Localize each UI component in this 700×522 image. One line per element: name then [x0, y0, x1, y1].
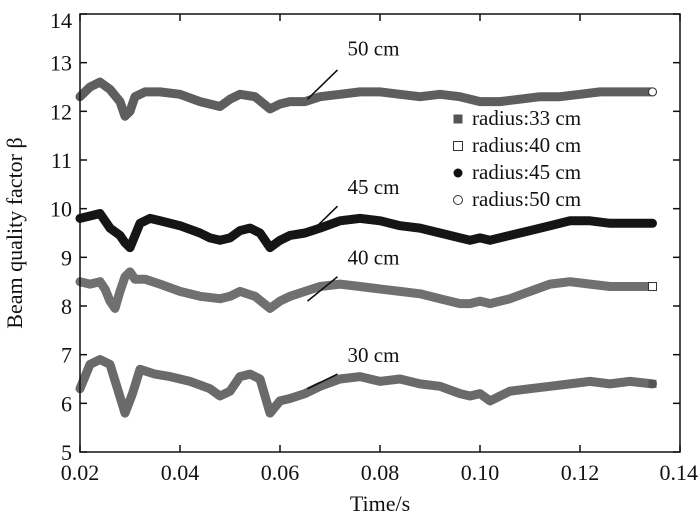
series-end-marker-2 [648, 282, 657, 292]
legend: radius:33 cm radius:40 cm radius:45 cm radi… [453, 106, 581, 211]
x-tick-label: 0.06 [261, 460, 300, 485]
annotation-label-3: 40 cm [348, 246, 400, 270]
series-end-marker-1 [648, 379, 657, 388]
x-tick-label: 0.04 [161, 460, 200, 485]
legend-label-4: radius:50 cm [472, 187, 581, 211]
legend-label-3: radius:45 cm [472, 160, 581, 184]
x-tick-label: 0.10 [461, 460, 500, 485]
y-tick-label: 8 [61, 294, 72, 319]
series-end-marker-4 [648, 87, 657, 97]
y-tick-label: 7 [61, 343, 72, 368]
axes: 0.02 0.04 0.06 0.08 0.10 0.12 0.14 5 6 7 8 9 10 11 12 1… [50, 8, 698, 485]
series-line-2 [75, 267, 657, 313]
annotation-label-2: 45 cm [348, 175, 400, 199]
annotation-pointer-1 [306, 69, 339, 100]
y-tick-label: 6 [61, 391, 72, 416]
series-line-1 [75, 355, 657, 418]
x-tick-label: 0.02 [61, 460, 100, 485]
plot-area [80, 14, 680, 452]
y-tick-label: 9 [61, 245, 72, 270]
legend-marker-4 [453, 195, 463, 205]
x-tick-label: 0.12 [561, 460, 600, 485]
y-tick-label: 14 [50, 8, 72, 33]
annotation-label-4: 30 cm [348, 343, 400, 367]
annotation-pointer-4 [307, 373, 338, 390]
annotation-label-1: 50 cm [348, 36, 400, 60]
y-tick-label: 5 [61, 440, 72, 465]
x-tick-label: 0.14 [660, 460, 699, 485]
legend-marker-1 [453, 114, 463, 124]
y-tick-label: 12 [50, 99, 72, 124]
legend-label-2: radius:40 cm [472, 133, 581, 157]
annotations: 50 cm 45 cm 40 cm 30 cm [306, 36, 400, 390]
y-tick-label: 10 [50, 197, 72, 222]
y-tick-label: 11 [51, 148, 72, 173]
x-axis-title: Time/s [350, 491, 410, 516]
series-line-4 [75, 77, 657, 121]
series-end-marker-3 [648, 219, 657, 228]
legend-marker-2 [453, 141, 463, 151]
annotation-pointer-3 [306, 276, 339, 302]
y-axis-title: Beam quality factor β [2, 137, 27, 328]
annotation-pointer-2 [306, 205, 339, 237]
series-line-3 [75, 209, 657, 253]
y-tick-label: 13 [50, 51, 72, 76]
series-layer [75, 77, 657, 418]
legend-marker-3 [453, 168, 463, 178]
x-tick-label: 0.08 [361, 460, 400, 485]
legend-label-1: radius:33 cm [472, 106, 581, 130]
